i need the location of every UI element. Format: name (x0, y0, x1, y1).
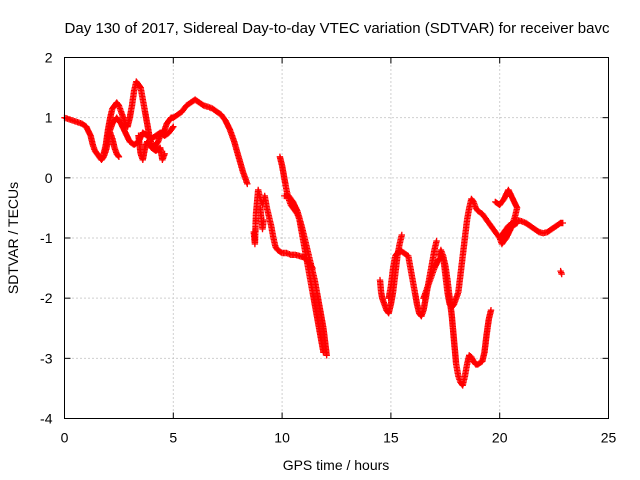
x-tick-label: 5 (169, 430, 177, 446)
y-tick-label: -2 (40, 290, 53, 306)
data-point-markers (492, 186, 521, 248)
data-segment (281, 192, 330, 359)
x-tick-label: 10 (274, 430, 290, 446)
y-tick-label: 2 (45, 50, 53, 66)
data-point-markers (135, 132, 168, 163)
y-tick-label: 1 (45, 110, 53, 126)
data-segment (420, 252, 495, 389)
data-segment (492, 186, 521, 248)
x-tick-labels: 0 5 10 15 20 25 (61, 430, 617, 446)
data-segment (135, 132, 168, 163)
y-tick-label: 0 (45, 170, 53, 186)
data-segment (557, 267, 565, 278)
data-point-markers (281, 192, 330, 359)
y-tick-label: -1 (40, 230, 53, 246)
data-point-markers (250, 186, 316, 272)
grid (64, 57, 609, 419)
data-segment (257, 204, 267, 233)
chart-title: Day 130 of 2017, Sidereal Day-to-day VTE… (65, 20, 610, 37)
x-tick-label: 15 (383, 430, 399, 446)
plot-frame (64, 57, 609, 419)
data-segment (435, 195, 566, 311)
y-tick-label: -3 (40, 350, 53, 366)
y-axis-label: SDTVAR / TECUs (5, 182, 21, 294)
y-tick-labels: -4 -3 -2 -1 0 1 2 (40, 50, 53, 427)
x-tick-label: 20 (492, 430, 508, 446)
data-segment (100, 78, 251, 188)
data-point-markers (557, 267, 565, 278)
data-series (61, 78, 566, 389)
x-tick-label: 0 (61, 430, 69, 446)
data-segment (250, 186, 316, 272)
y-tick-label: -4 (40, 411, 53, 427)
data-point-markers (420, 252, 495, 389)
data-point-markers (257, 204, 267, 233)
x-tick-label: 25 (601, 430, 617, 446)
data-point-markers (435, 195, 566, 311)
data-point-markers (100, 78, 251, 188)
x-axis-label: GPS time / hours (283, 457, 390, 473)
